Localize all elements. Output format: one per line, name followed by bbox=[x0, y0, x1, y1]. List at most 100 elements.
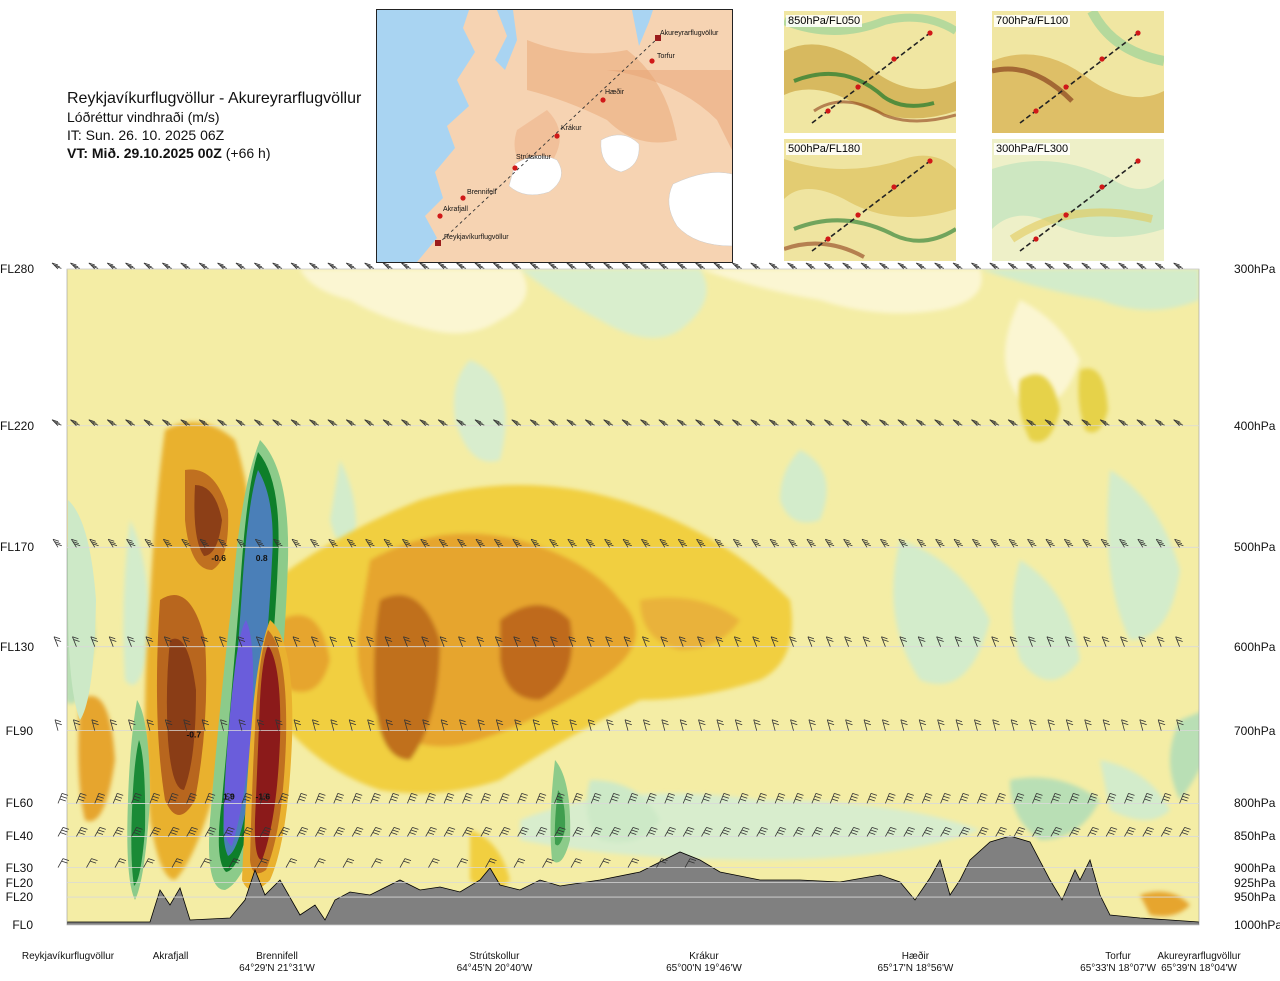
wind-barb bbox=[458, 636, 466, 647]
wind-barb bbox=[421, 636, 430, 647]
wind-barb bbox=[642, 636, 650, 647]
wind-barb bbox=[641, 538, 651, 548]
wind-barb bbox=[860, 419, 871, 426]
wind-barb bbox=[351, 793, 363, 804]
wind-barb bbox=[1139, 719, 1147, 731]
waypoint-label: Reykjavíkurflugvöllur bbox=[444, 234, 509, 241]
wind-barb bbox=[366, 636, 374, 647]
wind-barb bbox=[493, 419, 503, 426]
wind-barb bbox=[848, 827, 860, 837]
inset-map-500[interactable]: 500hPa/FL180 bbox=[784, 139, 956, 261]
wind-barb bbox=[498, 793, 510, 804]
wind-barb bbox=[974, 719, 982, 731]
wind-barb bbox=[273, 538, 283, 548]
wind-barb bbox=[1121, 719, 1129, 731]
wind-barb bbox=[1174, 538, 1184, 548]
wind-barb bbox=[228, 858, 241, 868]
value-annotation: -0.7 bbox=[186, 730, 201, 740]
wind-barb bbox=[1142, 793, 1153, 804]
wind-barb bbox=[422, 719, 430, 731]
valid-time-lead: (+66 h) bbox=[225, 145, 271, 161]
wind-barb bbox=[474, 419, 485, 426]
wind-barb bbox=[76, 793, 87, 804]
wind-barb bbox=[162, 419, 172, 426]
wind-barb bbox=[1102, 719, 1111, 731]
wind-barb bbox=[682, 793, 694, 804]
inset-label: 700hPa/FL100 bbox=[994, 15, 1071, 27]
wind-barb bbox=[57, 827, 70, 837]
wind-barb bbox=[456, 858, 469, 868]
value-annotation: 0.8 bbox=[256, 553, 268, 563]
inset-map-300[interactable]: 300hPa/FL300 bbox=[992, 139, 1164, 261]
wind-barb bbox=[1160, 827, 1173, 837]
wind-barb bbox=[584, 262, 595, 270]
wind-barb bbox=[531, 636, 540, 647]
wind-barb bbox=[419, 419, 430, 426]
wind-barb bbox=[217, 419, 227, 426]
valid-time: VT: Mið. 29.10.2025 00Z (+66 h) bbox=[67, 144, 361, 162]
wind-barb bbox=[807, 636, 816, 647]
wind-barb bbox=[57, 858, 70, 868]
wind-barb bbox=[94, 827, 106, 837]
wind-barb bbox=[333, 793, 344, 804]
wind-barb bbox=[606, 719, 614, 731]
route-waypoints: Akureyrarflugvöllur Torfur Hæðir Krákur … bbox=[435, 30, 719, 246]
wind-barb bbox=[241, 827, 254, 837]
wind-barb bbox=[824, 538, 835, 548]
wind-barb bbox=[751, 538, 761, 548]
wind-barb bbox=[428, 858, 440, 868]
wind-barb bbox=[752, 636, 760, 647]
wind-barb bbox=[272, 262, 283, 270]
wind-barb bbox=[774, 827, 787, 837]
wind-barb bbox=[530, 538, 541, 548]
wind-barb bbox=[664, 793, 675, 804]
wind-barb bbox=[438, 538, 449, 548]
wind-barb bbox=[972, 538, 982, 548]
inset-map-850[interactable]: 850hPa/FL050 bbox=[784, 11, 956, 133]
y-label-hpa: 900hPa bbox=[1234, 860, 1276, 875]
wind-barb bbox=[73, 719, 81, 731]
wind-barb bbox=[1068, 793, 1080, 804]
inset-map-700[interactable]: 700hPa/FL100 bbox=[992, 11, 1164, 133]
wind-barb bbox=[698, 719, 706, 731]
wind-barb bbox=[181, 538, 191, 548]
wind-barb bbox=[1100, 538, 1111, 548]
wind-barb bbox=[333, 827, 345, 837]
wind-barb bbox=[493, 262, 503, 270]
waypoint-label: Krákur bbox=[561, 125, 582, 132]
waypoint-label: Brennifell bbox=[467, 189, 497, 196]
wind-barb bbox=[309, 262, 319, 270]
wind-barb bbox=[1044, 419, 1055, 426]
wind-barbs bbox=[51, 262, 1191, 868]
wind-barb bbox=[845, 719, 853, 731]
wind-barb bbox=[732, 419, 742, 426]
station-label: Krákur 65°00'N 19°46'W bbox=[639, 951, 769, 975]
wind-barb bbox=[572, 793, 583, 804]
wind-barb bbox=[695, 419, 706, 426]
wind-barb bbox=[1027, 538, 1037, 548]
wind-barb bbox=[1045, 538, 1055, 548]
wind-barb bbox=[899, 636, 908, 647]
wind-barb bbox=[529, 262, 540, 270]
wind-barb bbox=[186, 827, 198, 837]
wind-barb bbox=[1084, 719, 1092, 731]
wind-barb bbox=[128, 719, 136, 731]
wind-barb bbox=[517, 793, 528, 804]
wind-barb bbox=[1160, 793, 1172, 804]
waypoint-marker bbox=[460, 195, 466, 201]
wind-barb bbox=[646, 827, 658, 837]
wind-barb bbox=[90, 636, 99, 647]
wind-barb bbox=[404, 719, 412, 731]
pressure-gridlines bbox=[67, 268, 1199, 926]
wind-barb bbox=[935, 538, 945, 548]
wind-barb bbox=[126, 538, 136, 548]
wind-barb bbox=[900, 719, 908, 731]
wind-barb bbox=[882, 719, 890, 731]
wind-barb bbox=[346, 538, 357, 548]
wind-barb bbox=[916, 538, 927, 548]
wind-barb bbox=[254, 538, 265, 548]
wind-barb bbox=[805, 262, 816, 270]
y-label-fl: FL40 bbox=[5, 829, 33, 844]
descent-upper-center bbox=[194, 485, 222, 556]
wind-barb bbox=[656, 858, 668, 868]
